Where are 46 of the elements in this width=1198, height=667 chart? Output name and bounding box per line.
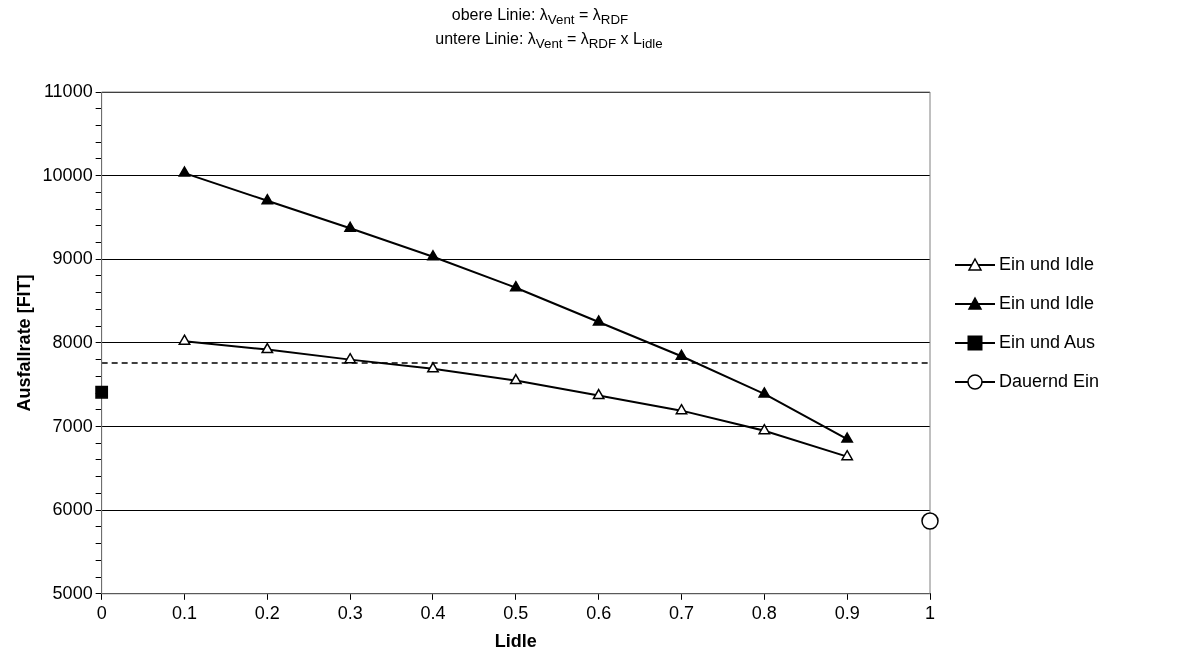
point bbox=[592, 315, 605, 326]
point bbox=[509, 280, 522, 292]
x-tick-label: 0.7 bbox=[668, 602, 695, 623]
y-tick-label: 8000 bbox=[52, 331, 93, 352]
legend-label: Dauernd Ein bbox=[999, 371, 1100, 392]
point bbox=[178, 334, 191, 345]
legend-label: Ein und Aus bbox=[999, 332, 1096, 353]
x-tick-label: 0 bbox=[96, 602, 107, 623]
legend-label: Ein und Idle bbox=[999, 293, 1095, 314]
x-tick-label: 0.4 bbox=[420, 602, 446, 623]
point bbox=[427, 362, 439, 373]
y-tick-label: 11000 bbox=[43, 80, 93, 101]
y-tick-label: 6000 bbox=[52, 499, 93, 520]
point bbox=[841, 449, 854, 461]
legend-label: Ein und Idle bbox=[999, 254, 1095, 275]
point bbox=[675, 349, 688, 361]
x-tick-label: 0.6 bbox=[586, 602, 612, 623]
y-tick-label: 9000 bbox=[52, 248, 93, 269]
y-tick-label: 7000 bbox=[52, 415, 93, 436]
x-tick-label: 0.8 bbox=[751, 602, 777, 623]
point bbox=[841, 432, 854, 443]
point bbox=[344, 352, 357, 364]
x-tick-label: 0.9 bbox=[834, 602, 860, 623]
point bbox=[921, 512, 939, 530]
point bbox=[427, 250, 439, 261]
x-axis-title: Lidle bbox=[494, 631, 537, 652]
chart-subtitle: untere Linie: λ$_{Vent}$ = λ$_{RDF}$ x L$_{idle}$ bbox=[434, 30, 664, 52]
y-tick-label: 5000 bbox=[52, 582, 93, 603]
x-tick-label: 1 bbox=[924, 602, 936, 623]
point bbox=[261, 193, 274, 205]
point bbox=[344, 221, 357, 233]
chart-title: obere Linie: λ$_{Vent}$ = λ$_{RDF}$ bbox=[450, 6, 630, 28]
x-tick-label: 0.5 bbox=[503, 602, 529, 623]
x-tick-label: 0.1 bbox=[171, 602, 197, 623]
point bbox=[95, 385, 109, 399]
point bbox=[509, 373, 522, 385]
point bbox=[261, 342, 274, 354]
point bbox=[675, 403, 688, 415]
y-tick-label: 10000 bbox=[42, 164, 93, 185]
point bbox=[758, 423, 771, 435]
point bbox=[178, 166, 191, 177]
point bbox=[592, 388, 605, 400]
x-tick-label: 0.2 bbox=[254, 602, 280, 623]
point bbox=[758, 387, 771, 398]
x-tick-label: 0.3 bbox=[337, 602, 363, 623]
y-axis-title: Ausfallrate [FIT] bbox=[13, 274, 34, 412]
